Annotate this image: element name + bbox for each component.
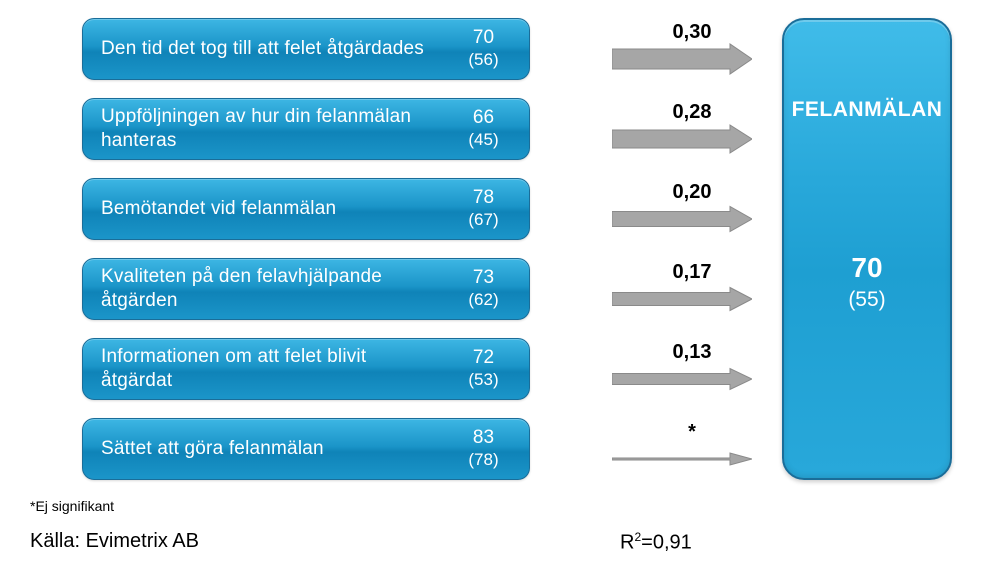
factor-values: 66(45) <box>456 107 511 150</box>
factor-score: 66 <box>456 107 511 130</box>
factor-prev: (62) <box>456 290 511 310</box>
arrow-column: 0,30 0,28 0,20 0,17 0,13 * <box>612 18 772 498</box>
result-score: 70 <box>851 252 882 284</box>
result-prev: (55) <box>848 288 885 312</box>
footnote: *Ej signifikant <box>30 498 114 514</box>
factor-label: Informationen om att felet blivit åtgärd… <box>101 345 441 393</box>
rsq-value: =0,91 <box>641 532 692 554</box>
factor-values: 78(67) <box>456 187 511 230</box>
factor-label: Den tid det tog till att felet åtgärdade… <box>101 37 424 61</box>
result-title: FELANMÄLAN <box>792 98 943 122</box>
arrow-icon <box>612 282 752 316</box>
rsq-label: R <box>620 532 634 554</box>
arrow-icon <box>612 442 752 476</box>
arrow-weight-label: * <box>612 421 772 444</box>
arrow-weight-label: 0,30 <box>612 21 772 44</box>
factor-values: 70(56) <box>456 27 511 70</box>
arrow-icon <box>612 42 752 76</box>
arrow-row: 0,30 <box>612 18 772 80</box>
factor-prev: (53) <box>456 370 511 390</box>
arrow-row: 0,13 <box>612 338 772 400</box>
arrow-row: * <box>612 418 772 480</box>
factor-label: Sättet att göra felanmälan <box>101 437 324 461</box>
factor-label: Kvaliteten på den felavhjälpande åtgärde… <box>101 265 441 313</box>
arrow-icon <box>612 362 752 396</box>
factor-score: 83 <box>456 427 511 450</box>
factor-score: 78 <box>456 187 511 210</box>
source-text: Källa: Evimetrix AB <box>30 530 199 553</box>
factor-box: Kvaliteten på den felavhjälpande åtgärde… <box>82 258 530 320</box>
factor-score: 72 <box>456 347 511 370</box>
factor-prev: (78) <box>456 450 511 470</box>
factor-values: 72(53) <box>456 347 511 390</box>
factor-values: 73(62) <box>456 267 511 310</box>
r-squared: R2=0,91 <box>620 530 692 555</box>
factor-box: Uppföljningen av hur din felanmälan hant… <box>82 98 530 160</box>
diagram-container: Den tid det tog till att felet åtgärdade… <box>0 0 981 578</box>
factor-prev: (45) <box>456 130 511 150</box>
factor-values: 83(78) <box>456 427 511 470</box>
factor-box: Den tid det tog till att felet åtgärdade… <box>82 18 530 80</box>
arrow-weight-label: 0,28 <box>612 101 772 124</box>
factor-box: Informationen om att felet blivit åtgärd… <box>82 338 530 400</box>
arrow-weight-label: 0,17 <box>612 261 772 284</box>
factor-label: Uppföljningen av hur din felanmälan hant… <box>101 105 441 153</box>
factor-prev: (67) <box>456 210 511 230</box>
factor-label: Bemötandet vid felanmälan <box>101 197 336 221</box>
factor-score: 73 <box>456 267 511 290</box>
arrow-weight-label: 0,13 <box>612 341 772 364</box>
arrow-icon <box>612 202 752 236</box>
arrow-weight-label: 0,20 <box>612 181 772 204</box>
arrow-row: 0,28 <box>612 98 772 160</box>
factor-box: Sättet att göra felanmälan 83(78) <box>82 418 530 480</box>
factor-prev: (56) <box>456 50 511 70</box>
factor-box: Bemötandet vid felanmälan 78(67) <box>82 178 530 240</box>
arrow-row: 0,17 <box>612 258 772 320</box>
arrow-icon <box>612 122 752 156</box>
factor-score: 70 <box>456 27 511 50</box>
arrow-row: 0,20 <box>612 178 772 240</box>
result-box: FELANMÄLAN 70 (55) <box>782 18 952 480</box>
factor-column: Den tid det tog till att felet åtgärdade… <box>82 18 530 498</box>
